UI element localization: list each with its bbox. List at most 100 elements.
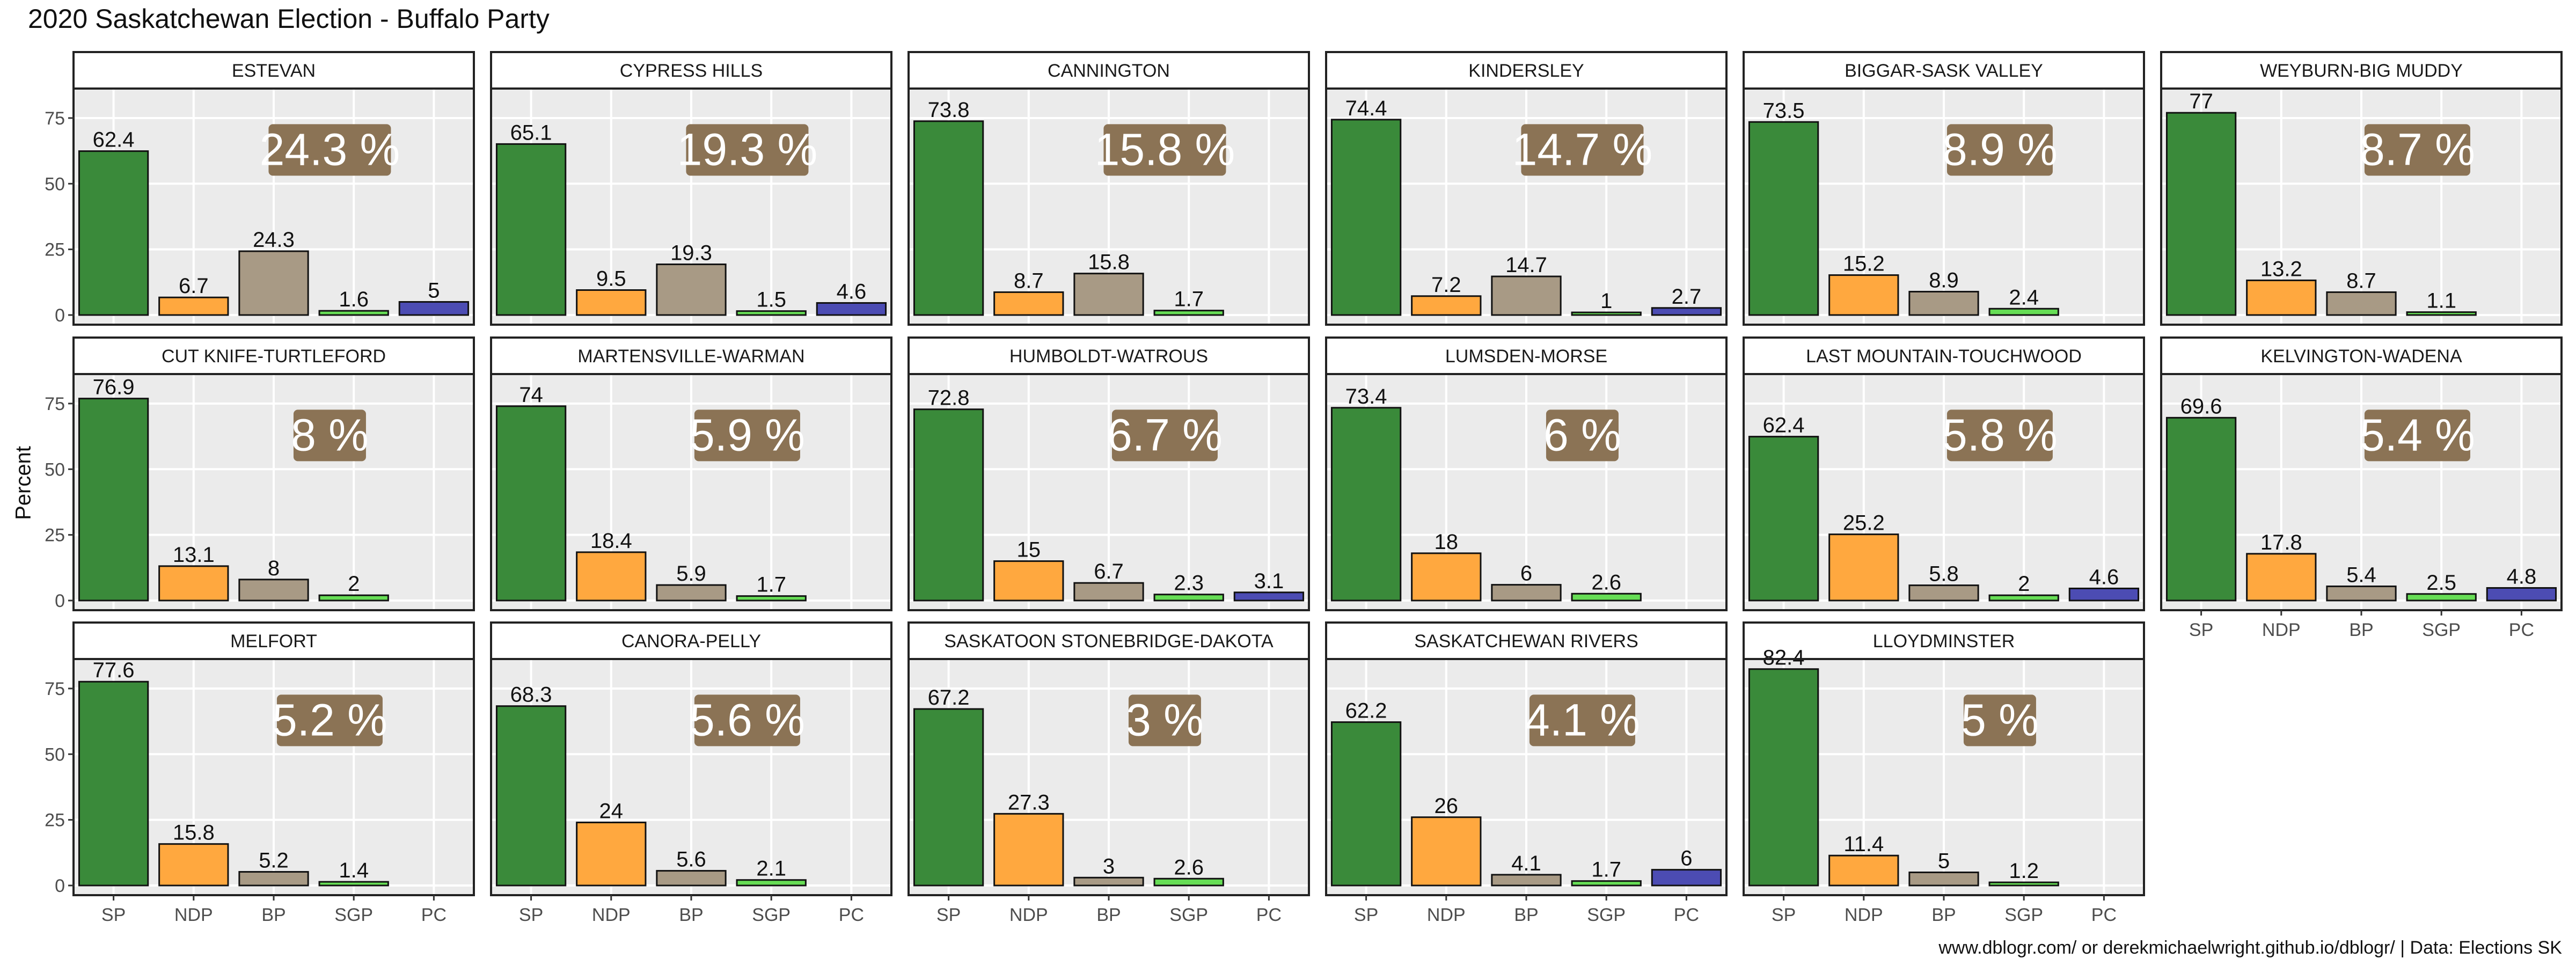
x-tick-label-sgp: SGP — [2422, 620, 2461, 640]
data-label-bp: 24.3 — [253, 228, 295, 252]
panel-strip — [908, 336, 1310, 375]
share-badge-label: 5.9 % — [690, 409, 805, 460]
bar-ndp — [158, 843, 229, 887]
bar-sp — [1330, 407, 1402, 602]
x-tick-label-sp: SP — [2189, 620, 2213, 640]
bar-bp — [656, 264, 727, 316]
panel-strip — [908, 621, 1310, 660]
bar-ndp — [1411, 816, 1482, 887]
data-label-bp: 5.2 — [259, 849, 289, 873]
bar-sp — [495, 705, 567, 887]
bar-sgp — [1988, 881, 2059, 887]
bar-bp — [1073, 273, 1144, 316]
share-badge-label: 5 % — [1961, 694, 2039, 745]
data-label-bp: 5 — [1938, 850, 1950, 873]
data-label-ndp: 17.8 — [2260, 531, 2302, 554]
data-label-ndp: 6.7 — [179, 274, 209, 298]
data-label-sp: 77 — [2189, 90, 2213, 113]
bar-pc — [1651, 869, 1722, 887]
data-label-sgp: 2.4 — [2009, 286, 2039, 309]
x-tick-label-bp: BP — [2349, 620, 2373, 640]
share-badge-label: 5.8 % — [1942, 409, 2058, 460]
share-badge-label: 24.3 % — [260, 124, 400, 174]
data-label-bp: 6 — [1520, 562, 1532, 586]
share-badge — [1546, 409, 1619, 462]
bar-ndp — [1828, 533, 1899, 602]
panel-strip-label: KINDERSLEY — [1468, 61, 1584, 81]
data-label-sgp: 2 — [2018, 572, 2030, 596]
x-tick-label-pc: PC — [839, 905, 864, 925]
data-label-ndp: 18.4 — [590, 529, 632, 553]
share-badge — [1521, 124, 1644, 176]
data-label-sp: 74.4 — [1345, 97, 1387, 120]
data-label-sgp: 2 — [348, 572, 360, 596]
data-label-sgp: 1.5 — [756, 288, 786, 312]
data-label-pc: 2.7 — [1672, 285, 1702, 309]
bar-bp — [656, 584, 727, 602]
bar-ndp — [993, 813, 1064, 887]
share-badge-label: 19.3 % — [677, 124, 818, 174]
bar-sp — [2165, 416, 2237, 602]
panel-lloydminster: LLOYDMINSTER 82.4 11.4 5 1.2 5 % SP NDP BP SGP PC — [1743, 621, 2145, 925]
panel-saskatoon-stonebridge-dakota: SASKATOON STONEBRIDGE-DAKOTA 67.2 27.3 3 2.6… — [908, 621, 1310, 925]
data-label-sgp: 2.6 — [1591, 570, 1621, 594]
data-label-sgp: 2.3 — [1174, 572, 1204, 595]
panel-strip — [1743, 621, 2145, 660]
x-tick-label-sp: SP — [519, 905, 543, 925]
share-badge — [1103, 124, 1226, 176]
panel-strip — [908, 51, 1310, 90]
data-label-pc: 4.6 — [2089, 565, 2119, 589]
data-label-pc: 4.6 — [837, 280, 867, 303]
bar-bp — [656, 870, 727, 887]
bar-bp — [1073, 582, 1144, 602]
x-tick-label-ndp: NDP — [592, 905, 631, 925]
data-label-sp: 68.3 — [510, 683, 552, 707]
bar-ndp — [1828, 854, 1899, 887]
y-tick-label: 75 — [45, 679, 65, 699]
share-badge-label: 6.7 % — [1107, 409, 1223, 460]
x-tick-label-bp: BP — [1514, 905, 1538, 925]
x-tick-label-pc: PC — [2509, 620, 2534, 640]
panel-strip — [72, 51, 475, 90]
data-label-ndp: 26 — [1435, 794, 1459, 818]
chart-caption: www.dblogr.com/ or derekmichaelwright.gi… — [1938, 938, 2562, 958]
panel-strip — [1743, 51, 2145, 90]
data-label-bp: 8.9 — [1929, 268, 1959, 292]
panel-strip — [490, 336, 892, 375]
x-tick-label-bp: BP — [1931, 905, 1956, 925]
panel-strip — [72, 336, 475, 375]
data-label-ndp: 18 — [1435, 530, 1459, 554]
bar-ndp — [2246, 279, 2317, 316]
panel-strip-label: CYPRESS HILLS — [620, 61, 763, 81]
panel-strip-label: MELFORT — [230, 631, 317, 652]
data-label-ndp: 24 — [599, 800, 624, 823]
bar-sgp — [1153, 877, 1224, 887]
bar-ndp — [2246, 553, 2317, 602]
data-label-ndp: 15.2 — [1843, 252, 1885, 276]
panel-lumsden-morse: LUMSDEN-MORSE 73.4 18 6 2.6 6 % — [1325, 336, 1728, 611]
x-tick-label-pc: PC — [2091, 905, 2117, 925]
x-tick-label-sp: SP — [1354, 905, 1378, 925]
data-label-pc: 5 — [428, 279, 440, 303]
bar-sgp — [1988, 308, 2059, 316]
bar-sgp — [1571, 311, 1642, 316]
bar-sp — [1748, 668, 1819, 887]
data-label-bp: 19.3 — [670, 241, 712, 265]
bar-ndp — [1411, 552, 1482, 602]
x-tick-label-sgp: SGP — [334, 905, 373, 925]
data-label-ndp: 13.2 — [2260, 257, 2302, 281]
data-label-sp: 82.4 — [1763, 646, 1805, 670]
share-badge — [1111, 409, 1218, 462]
y-tick-label: 0 — [55, 876, 65, 896]
data-label-sgp: 1.4 — [339, 859, 369, 882]
x-tick-label-pc: PC — [1674, 905, 1699, 925]
bar-bp — [1908, 290, 1979, 316]
bar-bp — [238, 250, 309, 316]
share-badge — [1946, 409, 2053, 462]
data-label-sgp: 1.7 — [1591, 858, 1621, 882]
x-tick-label-ndp: NDP — [2262, 620, 2301, 640]
bar-pc — [398, 301, 470, 316]
data-label-sgp: 2.6 — [1174, 855, 1204, 879]
bar-sp — [913, 120, 984, 316]
